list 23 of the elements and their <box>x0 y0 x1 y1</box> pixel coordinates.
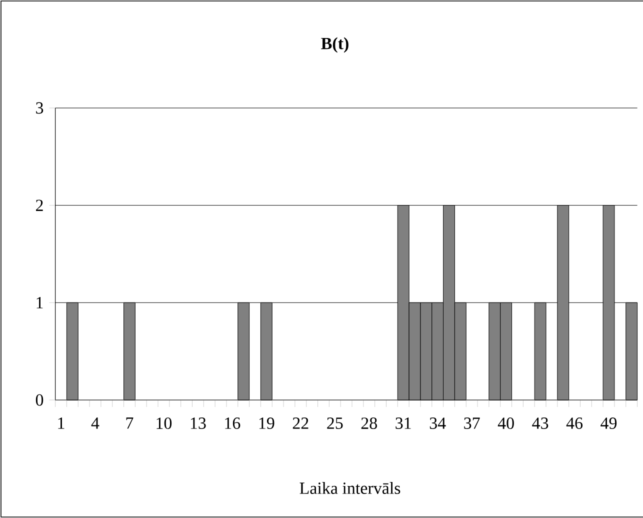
x-tick-label: 43 <box>532 418 548 429</box>
x-tick-label: 40 <box>498 418 514 429</box>
x-tick-label: 10 <box>156 418 172 429</box>
y-tick-label: 2 <box>36 200 43 211</box>
x-tick-label: 31 <box>396 418 411 429</box>
x-tick-label: 4 <box>91 418 100 429</box>
y-tick-label: 3 <box>36 102 44 114</box>
x-tick-label: 46 <box>566 418 583 429</box>
x-tick-label: 28 <box>361 418 377 429</box>
x-tick-label: 22 <box>292 418 308 429</box>
x-axis-title: Laika intervāls <box>300 482 400 494</box>
x-tick-label: 7 <box>126 418 134 429</box>
chart-title: B(t) <box>321 37 348 53</box>
y-tick-label: 0 <box>36 394 44 406</box>
x-tick-label: 25 <box>327 418 343 429</box>
x-tick-label: 16 <box>225 418 240 429</box>
x-tick-label: 19 <box>259 418 274 429</box>
x-tick-label: 37 <box>464 418 480 429</box>
x-tick-label: 1 <box>58 418 64 429</box>
x-tick-label: 34 <box>430 418 446 429</box>
y-tick-label: 1 <box>36 297 43 308</box>
x-tick-label: 49 <box>600 418 617 429</box>
x-tick-label: 13 <box>190 418 206 429</box>
